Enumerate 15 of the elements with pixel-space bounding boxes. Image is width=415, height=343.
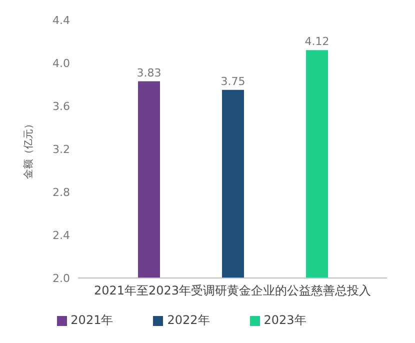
- y-tick-label: 2.0: [52, 272, 70, 285]
- data-label: 3.83: [136, 66, 162, 80]
- legend-label: 2021年: [70, 313, 114, 327]
- y-axis-title: 金额（亿元）: [22, 119, 35, 179]
- y-tick-label: 2.8: [52, 186, 70, 199]
- y-tick-label: 2.4: [52, 228, 70, 242]
- y-tick-label: 3.6: [52, 100, 70, 113]
- data-label: 4.12: [304, 35, 330, 48]
- legend-label: 2023年: [264, 313, 306, 327]
- y-tick-label: 3.2: [52, 142, 70, 156]
- legend-label: 2022年: [167, 313, 210, 327]
- y-tick-label: 4.0: [52, 56, 70, 70]
- y-tick-label: 4.4: [52, 14, 70, 27]
- x-tick-label: 2021年至2023年受调研黄金企业的公益慈善总投入: [94, 284, 372, 298]
- data-label: 3.75: [220, 74, 246, 88]
